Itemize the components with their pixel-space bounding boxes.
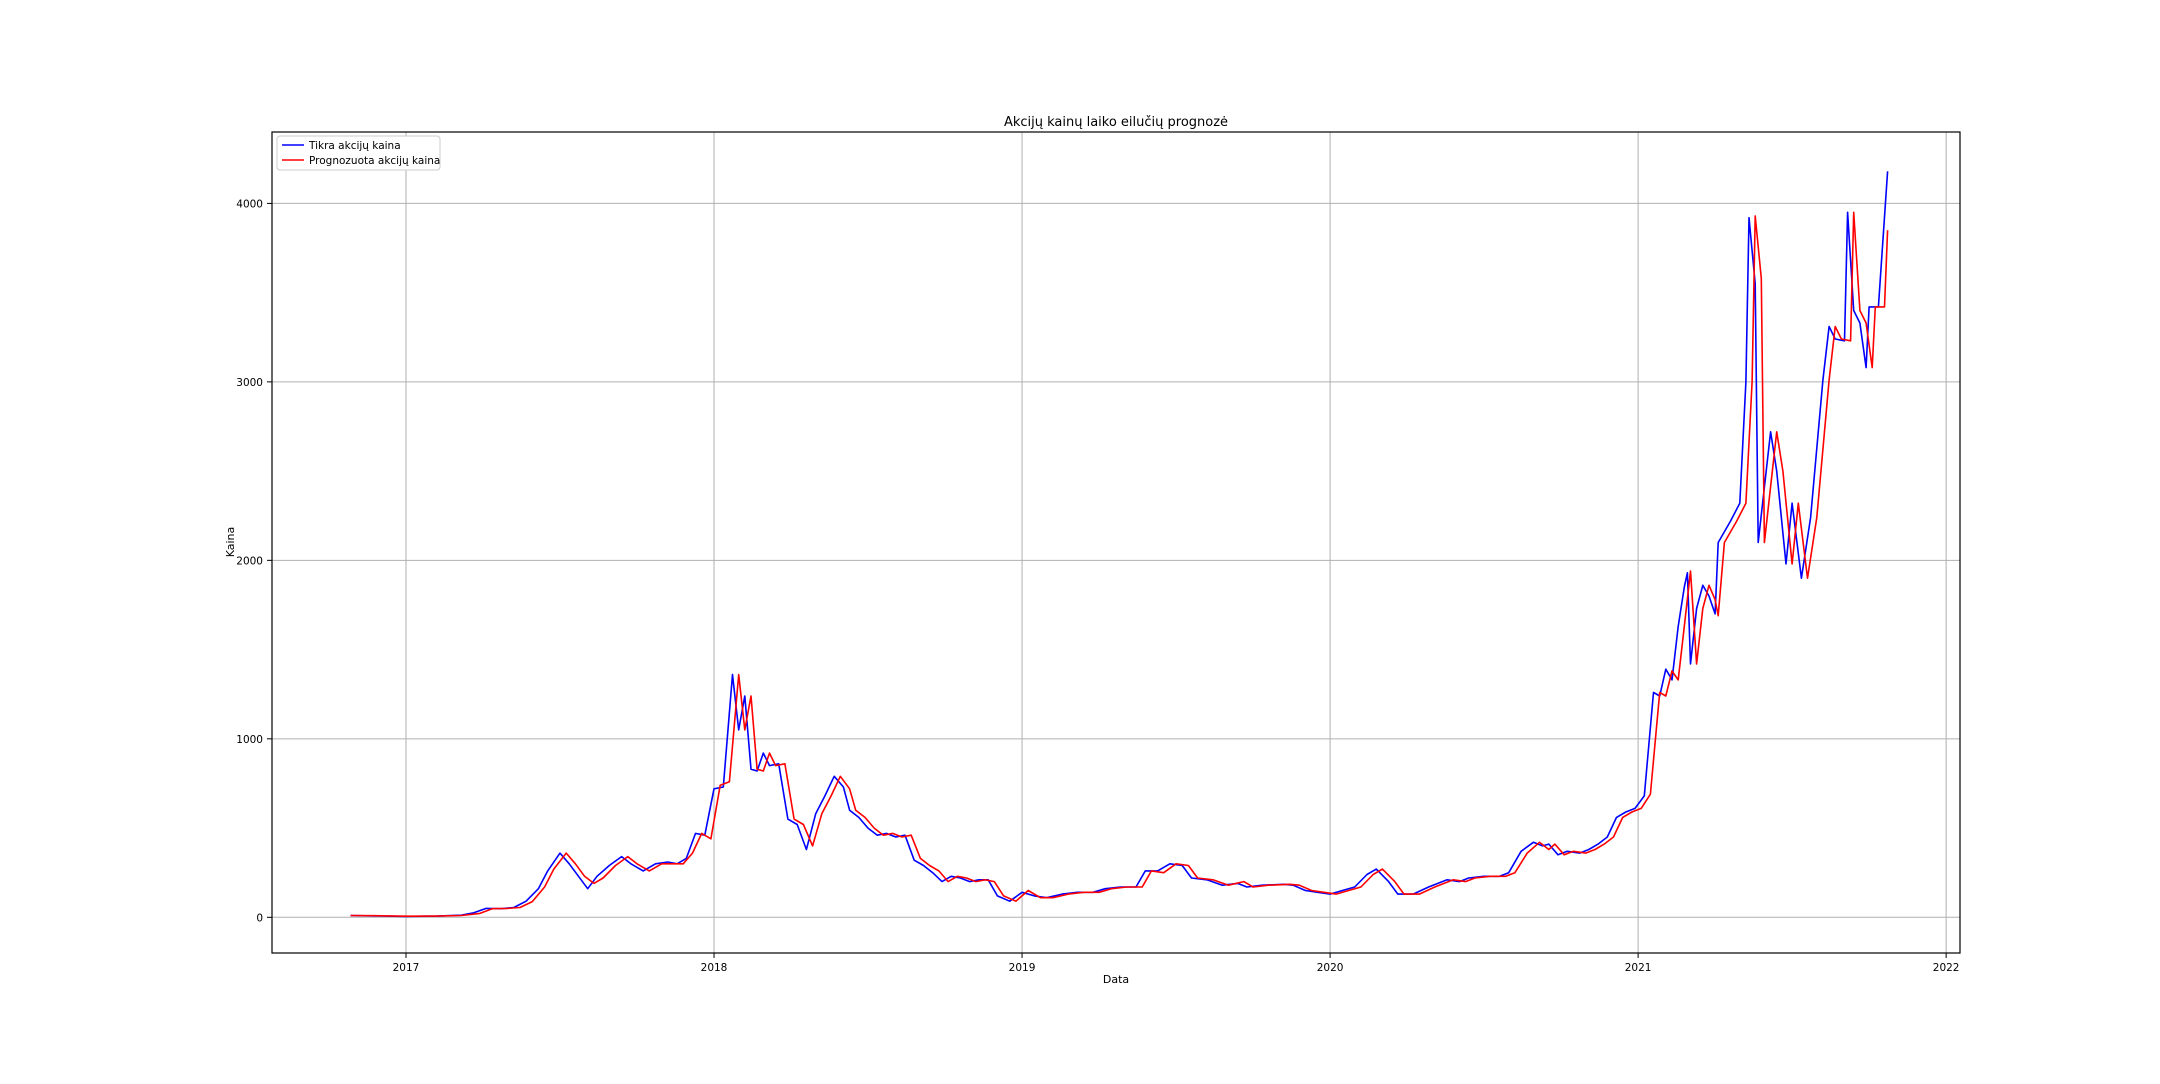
x-tick-label: 2018 — [701, 962, 728, 974]
y-tick-label: 3000 — [236, 377, 263, 389]
series-line-predicted — [350, 211, 1889, 917]
x-tick-label: 2020 — [1317, 962, 1344, 974]
legend-label-actual: Tikra akcijų kaina — [308, 140, 401, 152]
x-tick-label: 2017 — [393, 962, 420, 974]
legend: Tikra akcijų kaina Prognozuota akcijų ka… — [276, 135, 441, 171]
x-axis-label: Data — [1103, 973, 1129, 986]
y-tick-label: 4000 — [236, 198, 263, 210]
chart-title: Akcijų kainų laiko eilučių prognozė — [1004, 115, 1228, 130]
x-tick-label: 2022 — [1933, 962, 1960, 974]
legend-box — [276, 135, 441, 171]
x-tick-label: 2019 — [1009, 962, 1036, 974]
y-axis-label: Kaina — [224, 527, 237, 558]
series-lines — [350, 171, 1889, 918]
grid — [272, 132, 1960, 953]
y-tick-label: 2000 — [236, 555, 263, 567]
series-line-actual — [350, 171, 1889, 918]
plot-area-frame — [271, 131, 1961, 954]
axis-ticks: 2017 2018 2019 2020 2021 2022 0 1000 2000 3000 400… — [236, 198, 1959, 974]
y-tick-label: 1000 — [236, 734, 263, 746]
legend-label-predicted: Prognozuota akcijų kaina — [309, 155, 440, 167]
y-tick-label: 0 — [256, 912, 263, 924]
x-tick-label: 2021 — [1625, 962, 1652, 974]
